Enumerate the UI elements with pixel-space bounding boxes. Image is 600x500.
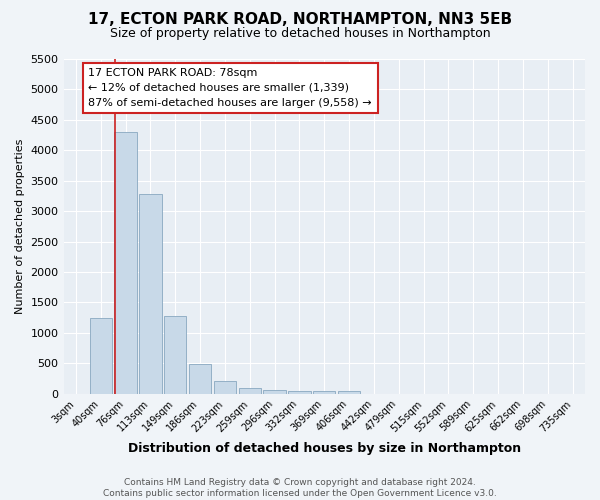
Bar	[313, 391, 335, 394]
Bar	[189, 364, 211, 394]
Y-axis label: Number of detached properties: Number of detached properties	[15, 138, 25, 314]
Bar	[214, 380, 236, 394]
Bar	[288, 391, 311, 394]
Text: 17 ECTON PARK ROAD: 78sqm
← 12% of detached houses are smaller (1,339)
87% of se: 17 ECTON PARK ROAD: 78sqm ← 12% of detac…	[88, 68, 372, 108]
Bar	[115, 132, 137, 394]
Bar	[139, 194, 161, 394]
Text: Contains HM Land Registry data © Crown copyright and database right 2024.
Contai: Contains HM Land Registry data © Crown c…	[103, 478, 497, 498]
Text: Size of property relative to detached houses in Northampton: Size of property relative to detached ho…	[110, 28, 490, 40]
Bar	[263, 390, 286, 394]
Bar	[164, 316, 187, 394]
Bar	[239, 388, 261, 394]
Bar	[89, 318, 112, 394]
Text: 17, ECTON PARK ROAD, NORTHAMPTON, NN3 5EB: 17, ECTON PARK ROAD, NORTHAMPTON, NN3 5E…	[88, 12, 512, 28]
X-axis label: Distribution of detached houses by size in Northampton: Distribution of detached houses by size …	[128, 442, 521, 455]
Bar	[338, 391, 360, 394]
